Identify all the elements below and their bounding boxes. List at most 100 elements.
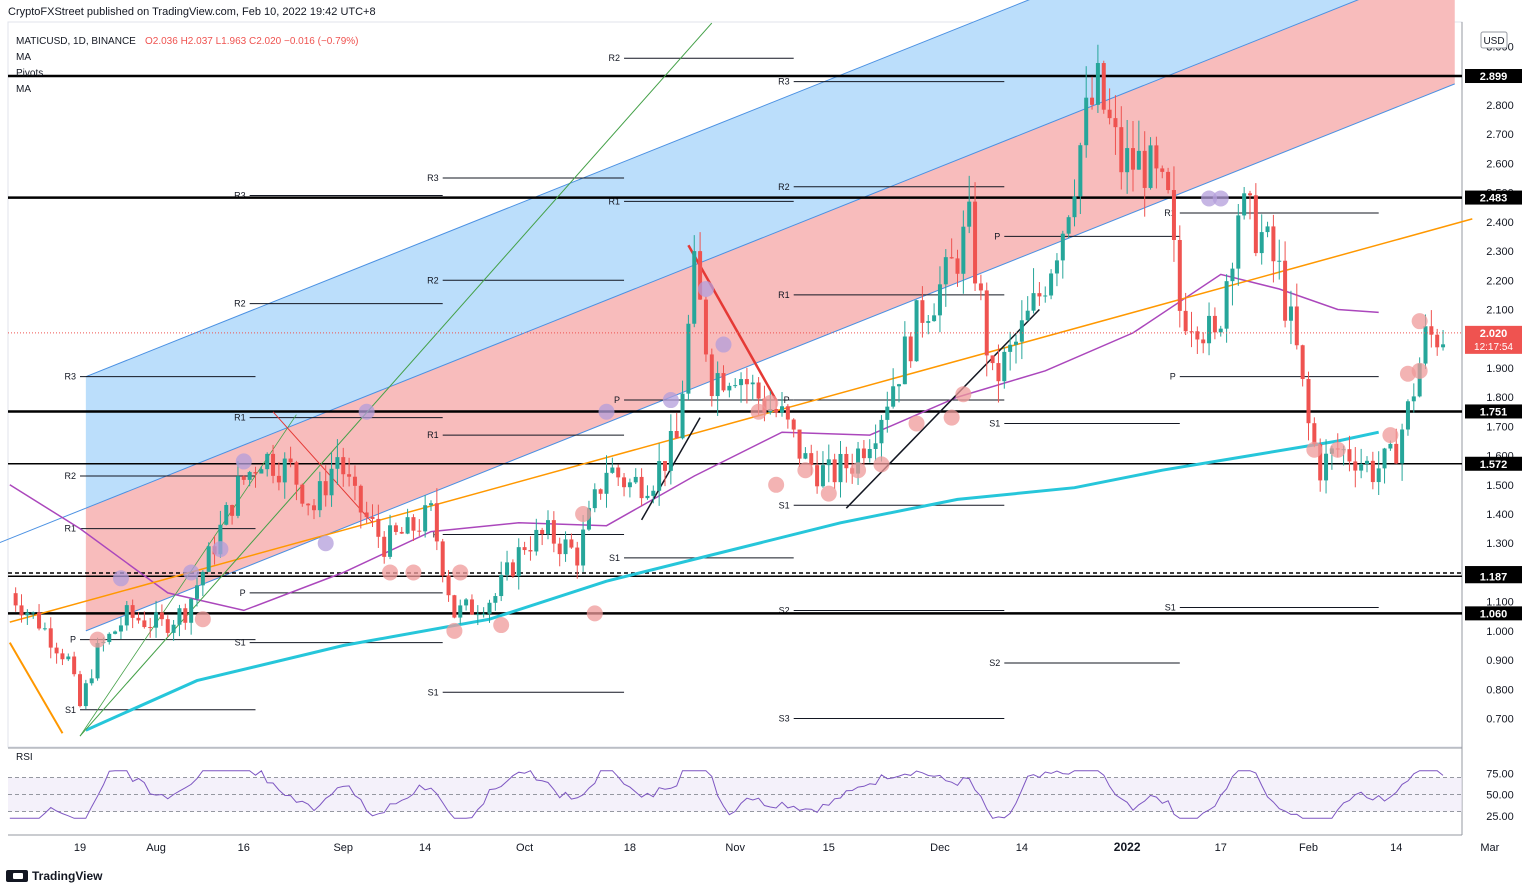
candle-body: [838, 453, 843, 483]
candle-body: [721, 373, 726, 391]
candle-body: [1131, 148, 1135, 170]
candle-body: [932, 315, 937, 322]
touch-marker: [405, 564, 422, 581]
candle-body: [341, 457, 346, 475]
candle-body: [1277, 260, 1282, 262]
candle-body: [440, 541, 445, 576]
indicator-label: Pivots: [16, 68, 43, 79]
touch-marker: [943, 409, 960, 426]
touch-marker: [575, 506, 592, 523]
candle-body: [1417, 363, 1422, 397]
time-axis-label: Nov: [725, 842, 745, 854]
candle-body: [1019, 320, 1024, 342]
channel-line-2: [85, 0, 1030, 378]
candle-body: [791, 419, 796, 430]
channel-line-0: [85, 83, 1455, 632]
price-axis-tick-label: 1.500: [1486, 480, 1514, 492]
candle-body: [183, 608, 188, 623]
candle-body: [598, 489, 603, 494]
tradingview-logo-icon: [6, 870, 28, 882]
candle-body: [1236, 215, 1241, 269]
pivot-label: R3: [778, 77, 790, 87]
time-axis-label: 15: [823, 842, 835, 854]
touch-marker: [1411, 313, 1428, 330]
candle-body: [376, 518, 381, 537]
candle-body: [1195, 331, 1200, 340]
touch-marker: [1382, 427, 1399, 444]
candle-body: [832, 459, 837, 483]
candle-body: [1078, 145, 1083, 197]
time-axis-label: 14: [1390, 842, 1402, 854]
channel-extension: [0, 507, 87, 544]
candle-body: [622, 477, 627, 488]
candle-body: [493, 596, 498, 603]
time-axis-label: Feb: [1299, 842, 1318, 854]
pivot-label: R2: [778, 182, 790, 192]
candle-body: [312, 505, 316, 511]
candle-body: [809, 453, 814, 466]
candle-body: [417, 530, 422, 532]
candle-body: [528, 550, 533, 552]
time-axis-label: Mar: [1480, 842, 1499, 854]
last-price-tag: [1465, 325, 1522, 354]
touch-marker: [1201, 190, 1218, 207]
candle-body: [1014, 341, 1018, 345]
candle-body: [569, 539, 574, 548]
touch-marker: [183, 564, 200, 581]
candle-body: [1224, 281, 1229, 329]
candle-body: [756, 382, 761, 399]
candle-body: [510, 562, 515, 577]
candle-body: [1119, 127, 1124, 173]
channel-line-1: [85, 0, 1359, 509]
candle-body: [317, 481, 322, 511]
level-tag-label: 1.572: [1480, 459, 1508, 471]
candle-body: [1189, 331, 1194, 333]
candle-body: [1294, 306, 1299, 346]
candle-body: [785, 406, 790, 420]
candle-body: [803, 453, 808, 459]
candle-body: [434, 503, 439, 542]
candle-body: [680, 393, 685, 439]
candle-body: [72, 656, 77, 675]
time-axis-label: Oct: [516, 842, 533, 854]
candle-body: [78, 674, 82, 707]
touch-marker: [873, 456, 890, 473]
candle-body: [25, 612, 30, 616]
candle-body: [329, 468, 334, 496]
currency-badge: [1480, 31, 1508, 49]
touch-marker: [850, 462, 867, 479]
candle-body: [206, 546, 211, 572]
candle-body: [949, 257, 954, 259]
candle-body: [897, 384, 901, 387]
candle-body: [142, 620, 147, 628]
touch-marker: [1212, 190, 1229, 207]
candle-body: [247, 472, 252, 480]
candle-body: [1136, 150, 1141, 170]
candle-body: [820, 465, 825, 487]
price-axis-tick-label: 0.800: [1486, 684, 1514, 696]
candle-body: [235, 476, 240, 516]
candle-body: [1288, 306, 1293, 321]
candle-body: [1207, 315, 1212, 344]
price-axis-tick-label: 2.800: [1486, 100, 1514, 112]
candle-body: [37, 612, 42, 629]
candle-body: [358, 485, 363, 513]
pivot-label: S1: [779, 500, 790, 510]
candle-body: [335, 457, 340, 469]
candle-body: [265, 453, 270, 470]
rsi-line: [9, 770, 1444, 819]
candle-body: [1107, 109, 1112, 119]
candle-body: [230, 505, 235, 516]
candle-body: [1300, 345, 1305, 379]
price-axis-tick-label: 1.100: [1486, 597, 1514, 609]
red-trend-line: [687, 244, 778, 401]
price-axis-tick-label: 1.300: [1486, 538, 1514, 550]
time-axis-label: 18: [624, 842, 636, 854]
candle-body: [1084, 97, 1089, 146]
price-chart[interactable]: R3 R2 R1 P S1 R3 R2 R1 P S1 R3 R2 R1 P S1 R2 R1 P S1 R3 R2 R1…: [0, 0, 1536, 866]
last-price-countdown: 12:17:54: [1474, 342, 1513, 353]
candle-body: [1353, 461, 1358, 471]
candle-body: [540, 529, 545, 535]
pivot-label: R3: [64, 372, 76, 382]
candle-body: [1148, 145, 1153, 188]
